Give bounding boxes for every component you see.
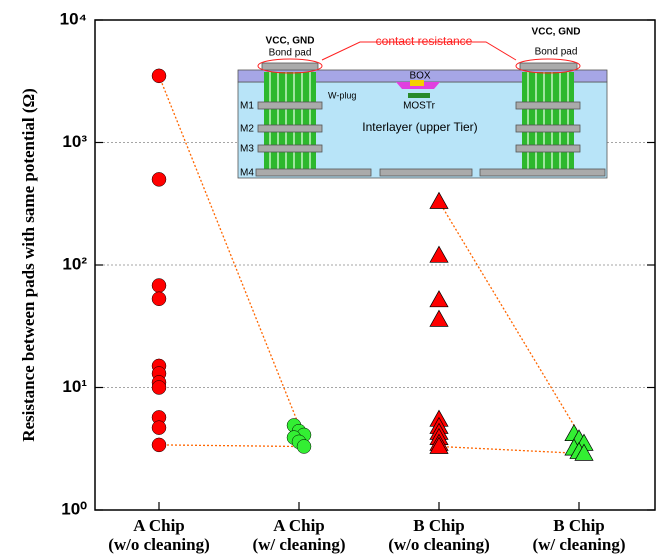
marker [574, 443, 594, 461]
trend-line [438, 201, 580, 434]
x-tick-label: A Chip (w/ cleaning) [252, 516, 346, 554]
inset-label: contact resistance [376, 34, 473, 48]
x-tick-label: B Chip (w/o cleaning) [388, 516, 490, 554]
marker [429, 290, 449, 308]
inset-diagram: VCC, GND Bond pad VCC, GND Bond pad cont… [237, 27, 608, 179]
marker [151, 172, 167, 187]
inset-label: VCC, GND [532, 27, 581, 38]
x-tick-label: A Chip (w/o cleaning) [108, 516, 210, 554]
y-tick-label: 10⁴ [60, 9, 87, 28]
inset-label: W-plug [328, 90, 356, 100]
trend-line [158, 75, 300, 426]
marker [151, 291, 167, 307]
marker [429, 191, 449, 209]
marker [296, 439, 312, 454]
marker [151, 380, 167, 395]
trend-line [438, 445, 580, 455]
marker [429, 436, 449, 454]
inset-label: Bond pad [269, 48, 312, 59]
marker [151, 68, 167, 84]
inset-label: VCC, GND [266, 36, 315, 47]
inset-label: Interlayer (upper Tier) [362, 120, 477, 134]
y-axis-label: Resistance between pads with same potent… [19, 88, 38, 442]
marker [429, 245, 449, 263]
x-tick-label: B Chip (w/ cleaning) [532, 516, 626, 554]
marker [151, 278, 167, 293]
marker [151, 420, 167, 435]
inset-label: BOX [409, 71, 430, 82]
trend-line [158, 444, 300, 448]
plot-frame [94, 19, 656, 511]
y-tick-label: 10³ [62, 132, 87, 151]
y-tick-label: 10⁰ [61, 499, 87, 518]
y-tick-label: 10¹ [62, 377, 87, 396]
inset-label: M4 [240, 168, 254, 179]
marker [429, 309, 449, 327]
marker [151, 437, 167, 453]
inset-label: MOSTr [403, 101, 436, 112]
inset-label: M3 [240, 144, 254, 155]
y-tick-label: 10² [62, 254, 87, 273]
inset-label: M1 [240, 101, 254, 112]
inset-label: Bond pad [535, 47, 578, 58]
inset-label: M2 [240, 124, 254, 135]
